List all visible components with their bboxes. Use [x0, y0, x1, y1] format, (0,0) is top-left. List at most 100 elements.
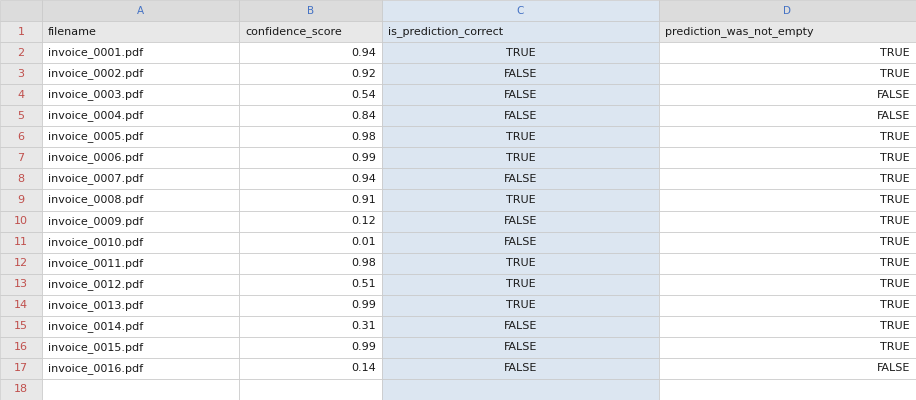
Bar [659, 168, 916, 190]
Text: 0.99: 0.99 [351, 342, 376, 352]
Bar [382, 42, 659, 63]
Text: 0.99: 0.99 [351, 300, 376, 310]
Bar [0, 190, 42, 210]
Text: B: B [307, 6, 314, 16]
Text: 0.91: 0.91 [351, 195, 376, 205]
Bar [659, 253, 916, 274]
Text: invoice_0009.pdf: invoice_0009.pdf [48, 216, 143, 226]
Bar [239, 42, 382, 63]
Bar [239, 147, 382, 168]
Bar [42, 274, 239, 295]
Bar [42, 337, 239, 358]
Text: FALSE: FALSE [877, 90, 910, 100]
Text: TRUE: TRUE [880, 237, 910, 247]
Text: 5: 5 [17, 111, 25, 121]
Bar [239, 358, 382, 379]
Bar [42, 253, 239, 274]
Bar [0, 232, 42, 253]
Text: 17: 17 [14, 364, 28, 374]
Bar [42, 358, 239, 379]
Text: 0.12: 0.12 [351, 216, 376, 226]
Bar [0, 84, 42, 105]
Bar [239, 0, 382, 21]
Text: invoice_0014.pdf: invoice_0014.pdf [48, 321, 143, 332]
Bar [0, 210, 42, 232]
Text: FALSE: FALSE [877, 364, 910, 374]
Text: invoice_0015.pdf: invoice_0015.pdf [48, 342, 143, 353]
Text: FALSE: FALSE [504, 174, 537, 184]
Bar [42, 379, 239, 400]
Bar [239, 84, 382, 105]
Text: invoice_0013.pdf: invoice_0013.pdf [48, 300, 143, 311]
Bar [0, 21, 42, 42]
Text: 18: 18 [14, 384, 28, 394]
Bar [42, 21, 239, 42]
Text: TRUE: TRUE [880, 195, 910, 205]
Text: 10: 10 [14, 216, 28, 226]
Bar [0, 42, 42, 63]
Bar [239, 126, 382, 147]
Bar [659, 337, 916, 358]
Text: 0.51: 0.51 [352, 279, 376, 289]
Text: FALSE: FALSE [504, 90, 537, 100]
Bar [42, 316, 239, 337]
Text: FALSE: FALSE [504, 237, 537, 247]
Bar [42, 232, 239, 253]
Text: prediction_was_not_empty: prediction_was_not_empty [665, 26, 813, 37]
Bar [0, 147, 42, 168]
Bar [0, 274, 42, 295]
Text: TRUE: TRUE [880, 321, 910, 331]
Bar [382, 21, 659, 42]
Bar [382, 84, 659, 105]
Text: TRUE: TRUE [880, 258, 910, 268]
Text: 4: 4 [17, 90, 25, 100]
Text: TRUE: TRUE [880, 279, 910, 289]
Bar [42, 295, 239, 316]
Bar [239, 190, 382, 210]
Text: 7: 7 [17, 153, 25, 163]
Bar [382, 295, 659, 316]
Text: FALSE: FALSE [504, 321, 537, 331]
Text: 2: 2 [17, 48, 25, 58]
Bar [239, 274, 382, 295]
Bar [42, 168, 239, 190]
Bar [659, 84, 916, 105]
Text: invoice_0012.pdf: invoice_0012.pdf [48, 279, 143, 290]
Text: C: C [517, 6, 524, 16]
Bar [42, 0, 239, 21]
Bar [239, 168, 382, 190]
Bar [239, 295, 382, 316]
Text: 11: 11 [14, 237, 28, 247]
Bar [42, 84, 239, 105]
Text: 15: 15 [14, 321, 28, 331]
Text: TRUE: TRUE [880, 132, 910, 142]
Bar [382, 126, 659, 147]
Bar [659, 295, 916, 316]
Text: 0.54: 0.54 [351, 90, 376, 100]
Text: invoice_0002.pdf: invoice_0002.pdf [48, 68, 143, 79]
Bar [659, 105, 916, 126]
Bar [0, 126, 42, 147]
Bar [659, 126, 916, 147]
Bar [659, 379, 916, 400]
Bar [239, 316, 382, 337]
Bar [0, 337, 42, 358]
Bar [382, 316, 659, 337]
Bar [42, 42, 239, 63]
Text: invoice_0003.pdf: invoice_0003.pdf [48, 89, 143, 100]
Text: FALSE: FALSE [504, 69, 537, 79]
Bar [0, 168, 42, 190]
Bar [382, 168, 659, 190]
Bar [659, 63, 916, 84]
Bar [659, 274, 916, 295]
Text: invoice_0008.pdf: invoice_0008.pdf [48, 194, 143, 206]
Text: FALSE: FALSE [504, 111, 537, 121]
Text: FALSE: FALSE [877, 111, 910, 121]
Text: 9: 9 [17, 195, 25, 205]
Bar [239, 253, 382, 274]
Bar [659, 210, 916, 232]
Bar [0, 105, 42, 126]
Text: D: D [783, 6, 791, 16]
Bar [382, 274, 659, 295]
Bar [42, 210, 239, 232]
